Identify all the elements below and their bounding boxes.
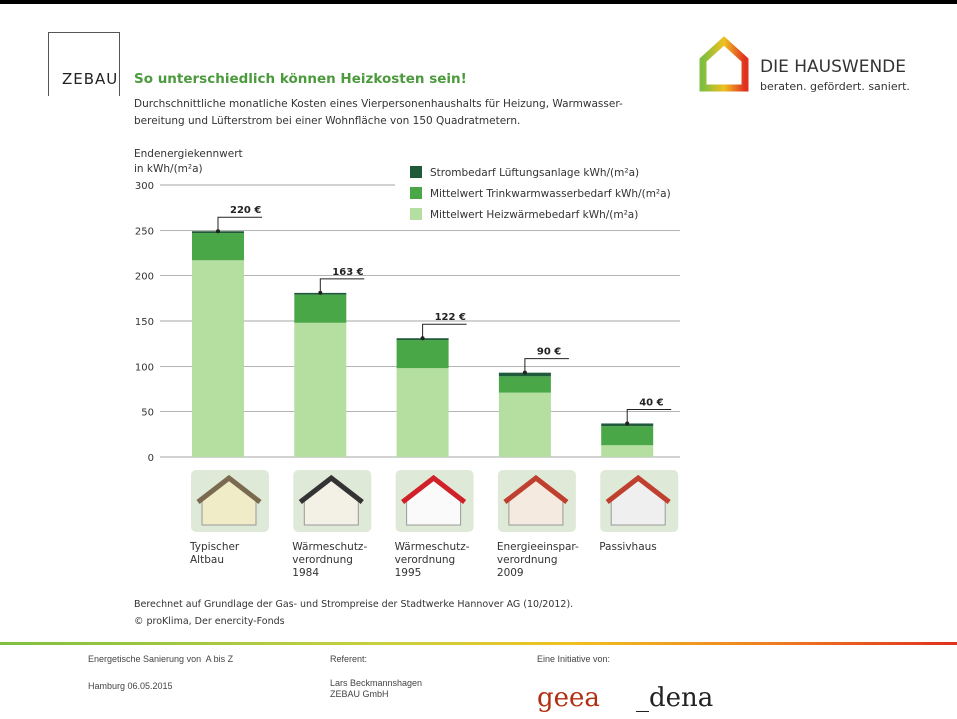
cost-label: 122 € <box>435 312 466 323</box>
footer-text: Energetische Sanierung von A bis Z <box>88 654 234 664</box>
x-tick-label: Typischer Altbau <box>189 541 240 566</box>
house-roof <box>401 474 467 504</box>
legend-label: Mittelwert Heizwärmebedarf kWh/(m²a) <box>430 209 638 221</box>
hauswende-icon <box>699 36 749 92</box>
y-tick-label: 150 <box>135 317 154 328</box>
cost-leader <box>626 408 672 424</box>
partner-logo: _dena <box>636 683 714 713</box>
bar-segment <box>294 322 347 457</box>
bar-segment <box>498 392 551 457</box>
cost-leader <box>319 278 365 293</box>
house-roof <box>298 474 364 504</box>
subtitle: Durchschnittliche monatliche Kosten eine… <box>134 98 623 110</box>
footer-rule <box>0 642 957 645</box>
source: Berechnet auf Grundlage der Gas- und Str… <box>134 599 574 610</box>
subtitle: bereitung und Lüfterstrom bei einer Wohn… <box>134 115 521 127</box>
cost-label: 40 € <box>639 397 663 408</box>
x-tick-label: Energieeinspar-verordnung 2009 <box>497 541 579 579</box>
footer-text: ZEBAU GmbH <box>330 689 389 699</box>
cost-label: 163 € <box>332 267 363 278</box>
legend-label: Strombedarf Lüftungsanlage kWh/(m²a) <box>430 167 639 179</box>
bar-segment <box>396 340 449 369</box>
house-roof <box>605 474 671 504</box>
footer-text: Lars Beckmannshagen <box>330 678 423 688</box>
bar-segment <box>601 445 654 457</box>
bar-segment <box>601 426 654 446</box>
bar-segment <box>498 376 551 393</box>
frame-top <box>0 0 957 4</box>
logo-zebau: ZEBAU <box>62 70 119 88</box>
hauswende-name: DIE HAUSWENDE <box>760 57 906 77</box>
bar-segment <box>396 368 449 457</box>
bar-segment <box>192 260 244 457</box>
partner-logo: geea <box>537 683 600 713</box>
bar-segment <box>192 233 244 261</box>
y-axis-label: in kWh/(m²a) <box>134 163 203 175</box>
y-axis-label: Endenergiekennwert <box>134 148 243 160</box>
footer-text: Eine Initiative von: <box>537 654 611 664</box>
house-roof <box>503 474 569 504</box>
footer-text: Referent: <box>330 654 368 664</box>
bar-segment <box>294 294 347 323</box>
x-tick-label: Wärmeschutz-verordnung 1984 <box>292 541 367 579</box>
source: © proKlima, Der enercity-Fonds <box>134 616 285 627</box>
hauswende-tagline: beraten. gefördert. saniert. <box>760 80 910 93</box>
y-tick-label: 200 <box>135 272 154 283</box>
x-tick-label: Passivhaus <box>599 541 657 553</box>
footer-text: Hamburg 06.05.2015 <box>88 681 173 691</box>
y-tick-label: 100 <box>135 362 154 373</box>
legend-label: Mittelwert Trinkwarmwasserbedarf kWh/(m²… <box>430 188 671 200</box>
chart: Endenergiekennwert in kWh/(m²a) 0 50 100 150 2… <box>134 148 680 579</box>
cost-label: 220 € <box>230 205 261 216</box>
legend-swatch <box>410 166 422 178</box>
cost-leader <box>217 216 262 232</box>
y-tick-label: 300 <box>135 181 154 192</box>
y-tick-label: 250 <box>135 226 154 237</box>
x-tick-label: Wärmeschutz-verordnung 1995 <box>395 541 470 579</box>
house-roof <box>196 474 262 504</box>
y-tick-label: 50 <box>141 408 154 419</box>
cost-label: 90 € <box>537 347 561 358</box>
chart-title: So unterschiedlich können Heizkosten sei… <box>134 71 467 87</box>
logo-box <box>48 32 120 96</box>
y-tick-label: 0 <box>148 453 154 464</box>
legend-swatch <box>410 208 422 220</box>
cost-leader <box>524 358 569 373</box>
cost-leader <box>422 323 467 339</box>
legend-swatch <box>410 187 422 199</box>
